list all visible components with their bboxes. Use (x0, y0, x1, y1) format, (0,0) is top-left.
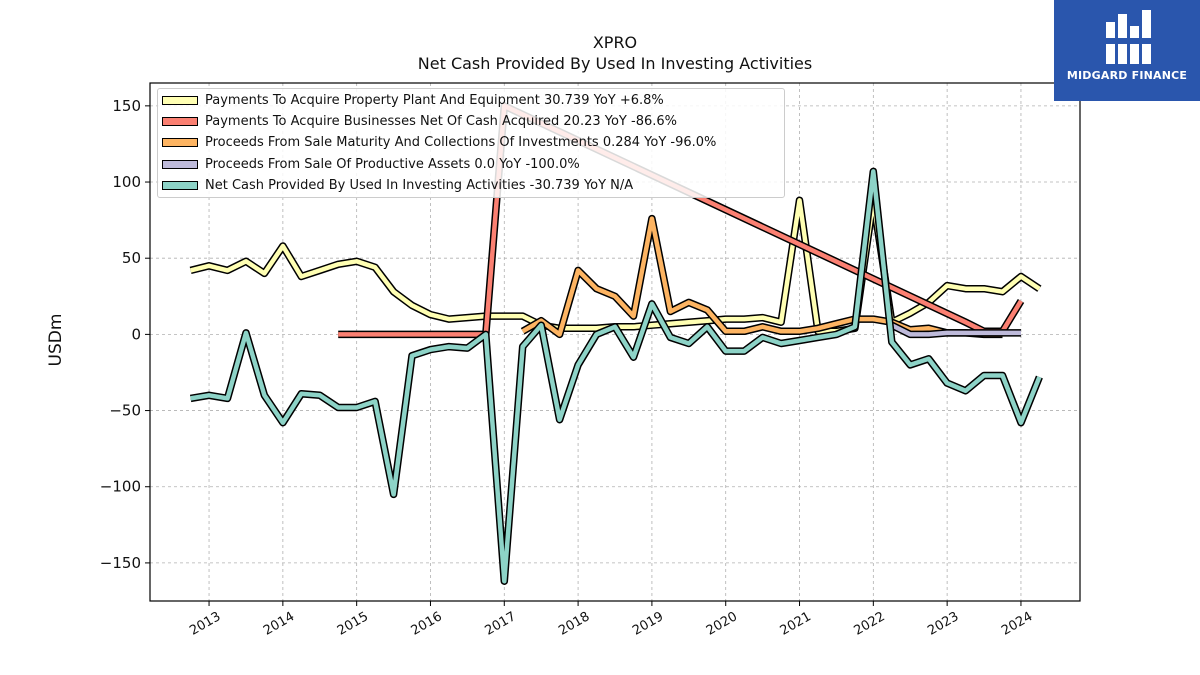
series-2 (520, 214, 1003, 339)
series-line (521, 216, 1003, 337)
legend-label: Net Cash Provided By Used In Investing A… (205, 177, 634, 193)
legend-label: Payments To Acquire Businesses Net Of Ca… (205, 114, 677, 130)
series-line (190, 169, 1042, 584)
plot-frame (149, 82, 1081, 602)
legend-item: Proceeds From Sale Of Productive Assets … (162, 156, 782, 174)
series-3 (890, 321, 1021, 339)
legend-label: Payments To Acquire Property Plant And E… (205, 93, 664, 108)
legend-item: Proceeds From Sale Maturity And Collecti… (162, 134, 782, 152)
legend-swatch (162, 96, 198, 105)
legend-label: Proceeds From Sale Of Productive Assets … (205, 156, 580, 172)
series-4 (189, 167, 1043, 585)
title-block: XPRO Net Cash Provided By Used In Invest… (150, 32, 1080, 74)
series-layer (189, 102, 1043, 585)
chart-subtitle: Net Cash Provided By Used In Investing A… (417, 54, 813, 73)
series-line (890, 323, 1021, 337)
x-tick-label: 2023 (925, 609, 961, 639)
x-tick-label: 2016 (409, 609, 445, 639)
chart-title: XPRO (592, 33, 638, 52)
y-tick-label: −150 (100, 554, 141, 572)
legend-item: Payments To Acquire Businesses Net Of Ca… (162, 113, 782, 131)
logo: MIDGARD FINANCE (1054, 0, 1200, 101)
y-tick-label: 100 (112, 173, 141, 191)
x-tick-label: 2013 (187, 609, 223, 639)
y-tick-label: 0 (131, 325, 141, 343)
series-line-outline (189, 167, 1043, 585)
legend-label: Proceeds From Sale Maturity And Collecti… (205, 135, 717, 151)
x-tick-label: 2020 (704, 609, 740, 639)
legend-item: Payments To Acquire Property Plant And E… (162, 92, 782, 110)
legend: Payments To Acquire Property Plant And E… (157, 88, 785, 198)
y-tick-label: −100 (100, 478, 141, 496)
x-tick-label: 2017 (482, 609, 518, 639)
y-tick-label: 150 (112, 97, 141, 115)
legend-swatch (162, 138, 198, 148)
x-tick-label: 2022 (852, 609, 888, 639)
x-tick-label: 2024 (999, 609, 1035, 639)
y-tick-label: −50 (109, 402, 141, 420)
x-tick-label: 2015 (335, 609, 371, 639)
logo-text: MIDGARD FINANCE (1066, 69, 1188, 82)
x-tick-label: 2019 (630, 609, 666, 639)
y-tick-label: 50 (122, 249, 141, 267)
series-0 (189, 196, 1042, 336)
series-line (190, 198, 1041, 334)
y-axis-label: USDm (46, 313, 66, 367)
legend-swatch (162, 180, 198, 190)
x-tick-label: 2014 (261, 609, 297, 639)
legend-swatch (162, 117, 198, 127)
x-tick-label: 2018 (556, 609, 592, 639)
x-tick-label: 2021 (778, 609, 814, 639)
legend-item: Net Cash Provided By Used In Investing A… (162, 177, 782, 195)
legend-swatch (162, 159, 198, 169)
logo-mark-icon (1106, 10, 1151, 64)
